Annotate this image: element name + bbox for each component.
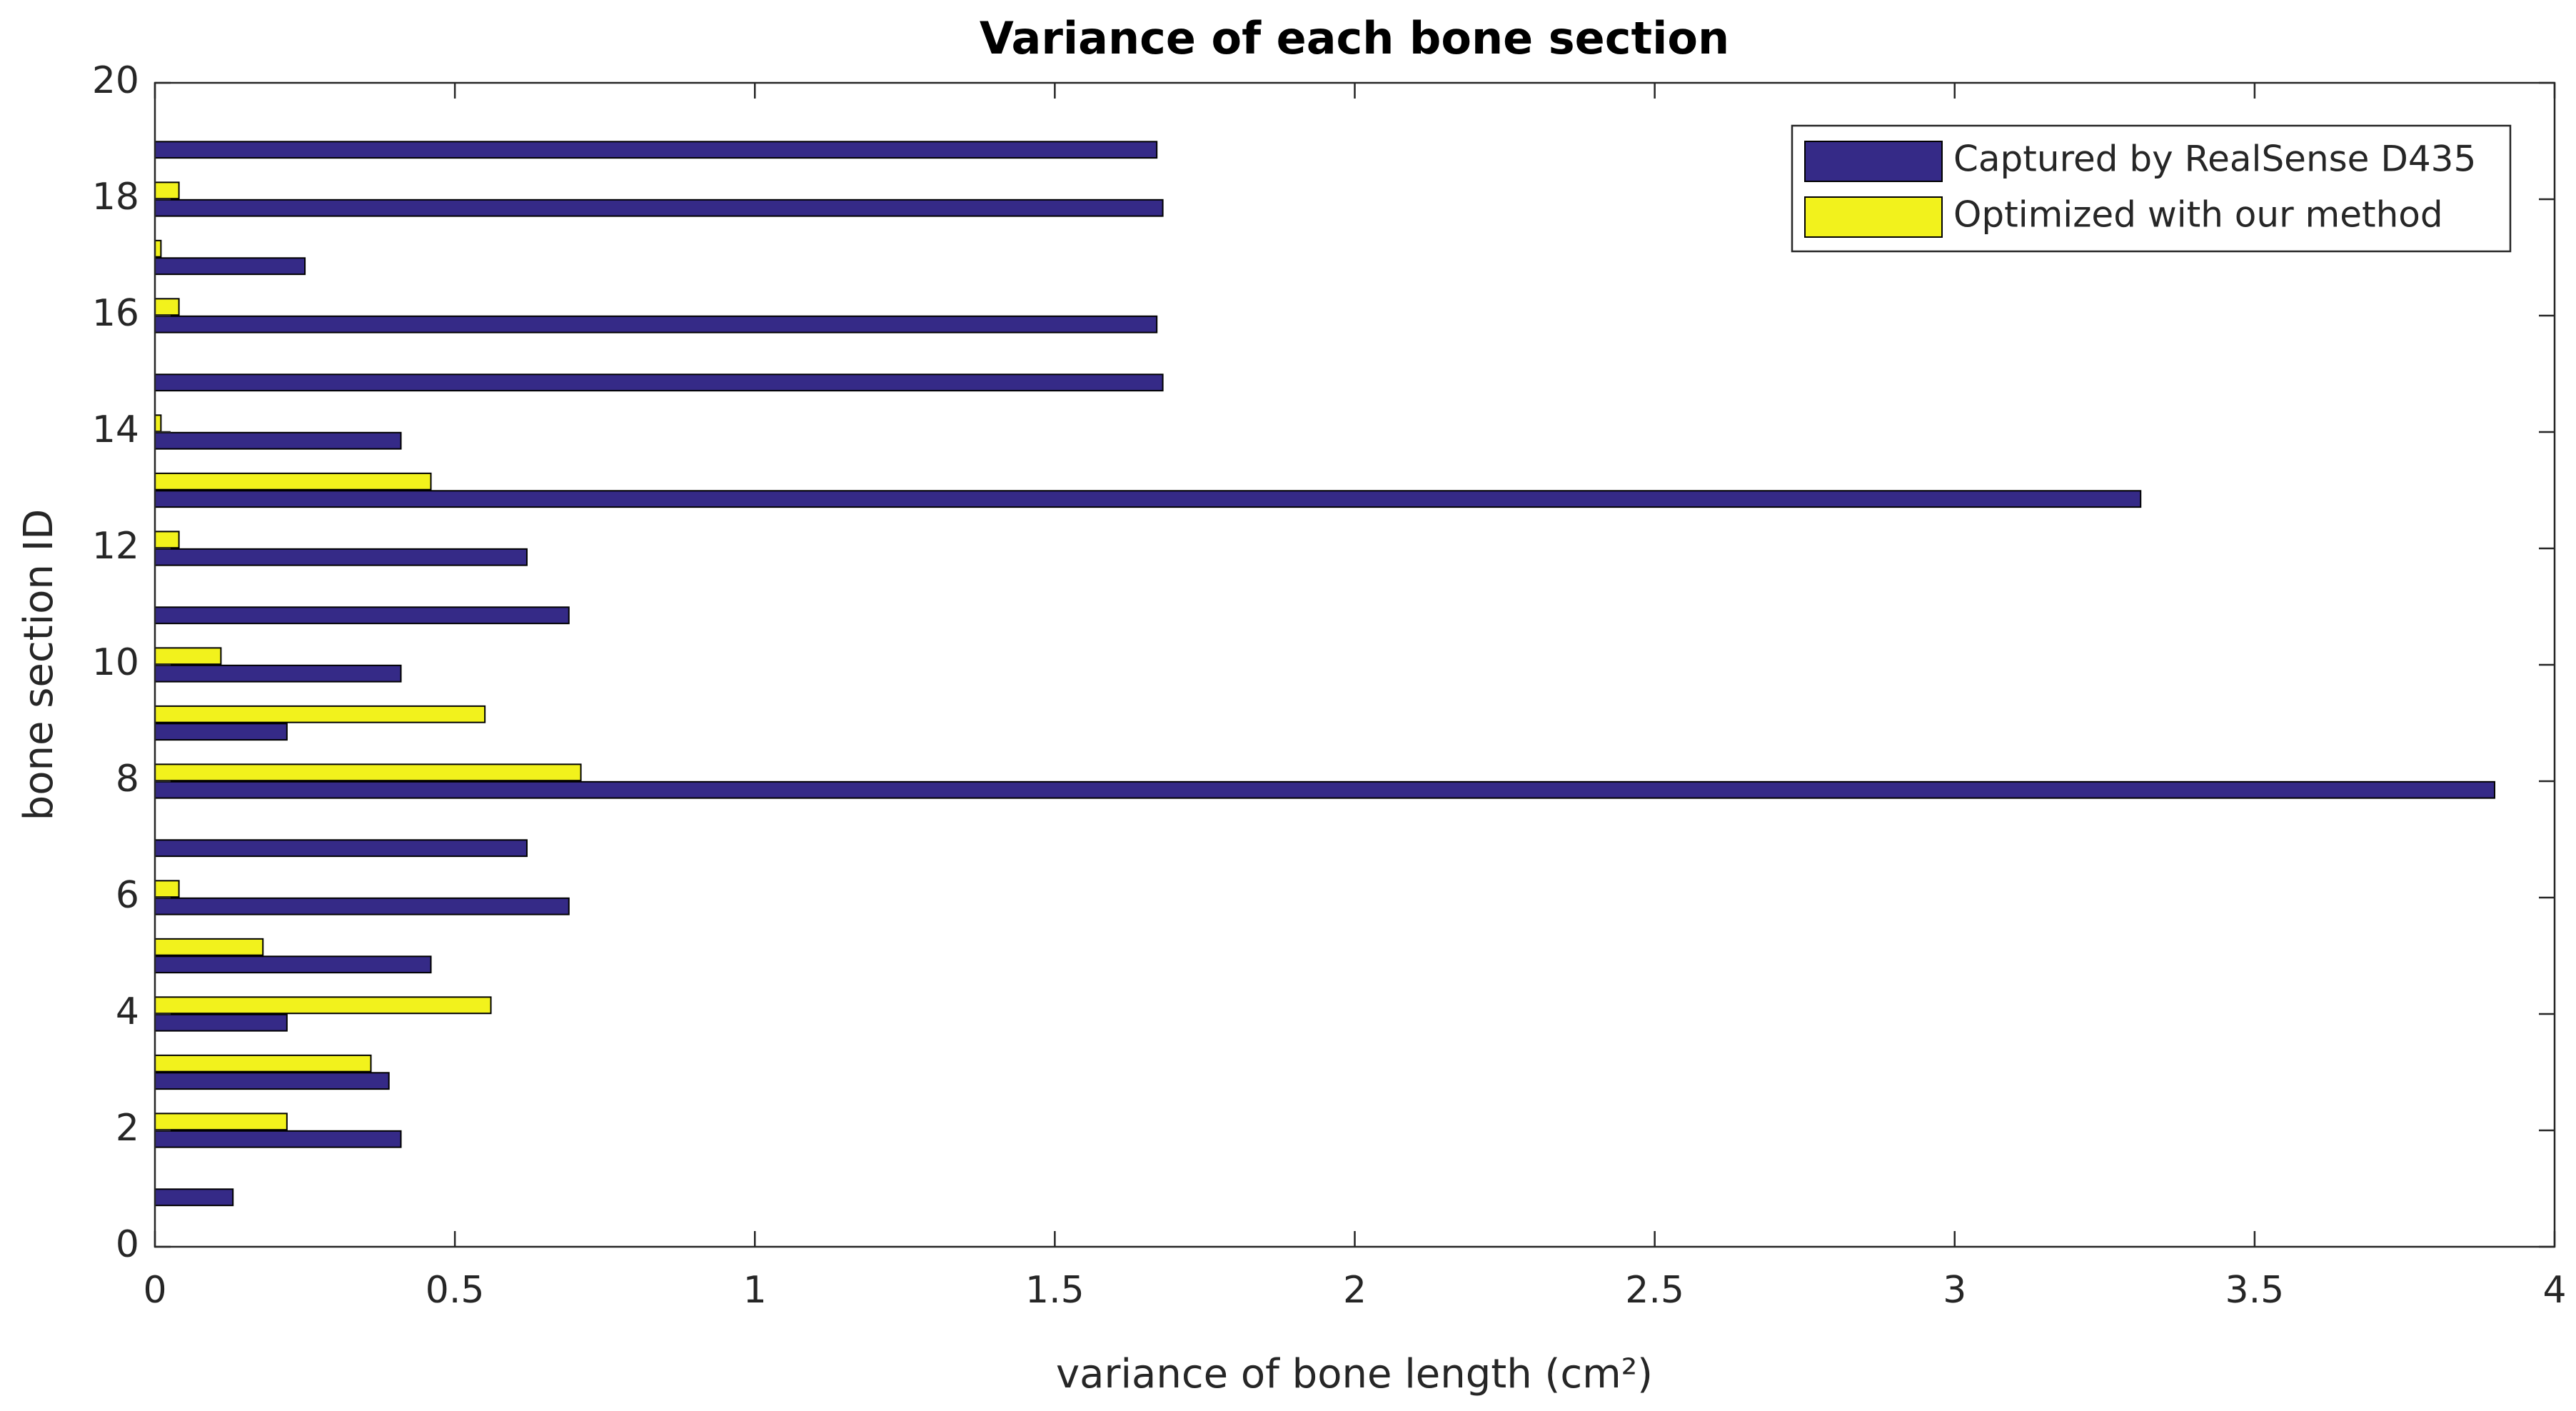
x-tick-label: 3	[1943, 1269, 1966, 1312]
bar	[154, 996, 492, 1015]
bar	[154, 181, 180, 200]
y-tick-label: 10	[92, 641, 139, 684]
bar	[154, 780, 2495, 799]
chart-title: Variance of each bone section	[980, 12, 1729, 64]
bar	[154, 880, 180, 898]
x-tick-label: 0	[143, 1269, 166, 1312]
y-tick-label: 14	[92, 408, 139, 451]
y-tick-label: 8	[116, 758, 139, 800]
bar	[154, 647, 222, 666]
bar	[154, 723, 288, 741]
x-tick-label: 2	[1343, 1269, 1367, 1312]
bar	[154, 298, 180, 316]
bar	[154, 531, 180, 549]
x-tick-label: 3.5	[2225, 1269, 2285, 1312]
y-tick-label: 18	[92, 176, 139, 219]
y-tick-label: 4	[116, 990, 139, 1033]
bar	[154, 664, 402, 683]
x-tick-label: 2.5	[1625, 1269, 1684, 1312]
bar	[154, 141, 1158, 159]
y-tick-label: 20	[92, 59, 139, 102]
bar	[154, 1054, 372, 1073]
bar	[154, 315, 1158, 333]
bar	[154, 548, 528, 566]
bar	[154, 1013, 288, 1032]
legend-label: Optimized with our method	[1953, 194, 2443, 236]
y-tick-label: 12	[92, 525, 139, 568]
bar	[154, 763, 582, 782]
y-tick-label: 2	[116, 1107, 139, 1150]
bar	[154, 239, 162, 258]
bar	[154, 431, 402, 450]
legend-swatch	[1804, 141, 1943, 182]
y-tick-label: 6	[116, 874, 139, 917]
bar	[154, 938, 264, 956]
bar	[154, 839, 528, 858]
bar	[154, 897, 570, 915]
bar	[154, 1113, 288, 1131]
legend-swatch	[1804, 196, 1943, 238]
bar	[154, 199, 1164, 217]
bar	[154, 1072, 390, 1090]
x-tick-label: 4	[2542, 1269, 2566, 1312]
y-tick-label: 0	[116, 1223, 139, 1266]
x-axis-label: variance of bone length (cm²)	[1056, 1351, 1653, 1397]
x-tick-label: 1	[743, 1269, 767, 1312]
plot-frame	[154, 81, 2556, 1248]
bar	[154, 1188, 234, 1207]
bar	[154, 257, 306, 276]
bar	[154, 414, 162, 433]
bar	[154, 955, 432, 974]
bar	[154, 606, 570, 625]
bar	[154, 472, 432, 491]
x-tick-label: 1.5	[1025, 1269, 1085, 1312]
x-tick-label: 0.5	[426, 1269, 485, 1312]
bar	[154, 490, 2142, 508]
bar	[154, 705, 486, 723]
legend-label: Captured by RealSense D435	[1953, 139, 2476, 180]
y-tick-label: 16	[92, 292, 139, 335]
bar	[154, 1130, 402, 1148]
y-axis-label: bone section ID	[16, 509, 62, 821]
bar	[154, 373, 1164, 392]
